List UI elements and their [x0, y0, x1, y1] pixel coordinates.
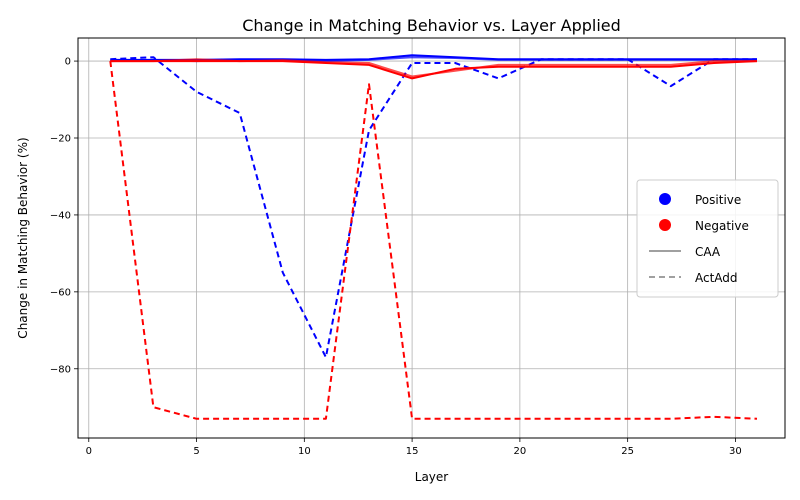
series-line-positive-actadd-2	[110, 56, 757, 359]
y-axis-label: Change in Matching Behavior (%)	[16, 137, 30, 338]
legend: Positive Negative CAA ActAdd	[636, 179, 779, 298]
x-tick-label: 0	[86, 446, 92, 457]
x-tick-label: 20	[514, 446, 527, 457]
series-lines	[109, 54, 758, 420]
y-tick-label: −20	[50, 134, 71, 145]
legend-marker-negative	[659, 219, 671, 231]
y-tick-label: 0	[65, 57, 71, 68]
legend-label-actadd: ActAdd	[695, 271, 738, 285]
y-tick-label: −60	[50, 287, 71, 298]
x-tick-label: 5	[193, 446, 199, 457]
y-tick-label: −40	[50, 210, 71, 221]
axis-ticks: 0 5 10 15 20 25 30 0 −20 −40 −60 −80	[50, 57, 742, 457]
series-line-negative-caa-4	[110, 58, 757, 78]
x-tick-label: 30	[729, 446, 742, 457]
legend-marker-positive	[659, 193, 671, 205]
x-tick-label: 25	[621, 446, 634, 457]
series-line-negative-actadd-5	[109, 60, 758, 420]
legend-box	[636, 179, 779, 298]
x-tick-label: 15	[406, 446, 419, 457]
y-tick-label: −80	[50, 364, 71, 375]
legend-label-negative: Negative	[695, 219, 749, 233]
chart-title: Change in Matching Behavior vs. Layer Ap…	[242, 16, 621, 35]
x-axis-label: Layer	[415, 470, 449, 484]
x-tick-label: 10	[298, 446, 311, 457]
legend-label-caa: CAA	[695, 245, 721, 259]
legend-label-positive: Positive	[695, 193, 741, 207]
plot-frame	[77, 37, 786, 439]
